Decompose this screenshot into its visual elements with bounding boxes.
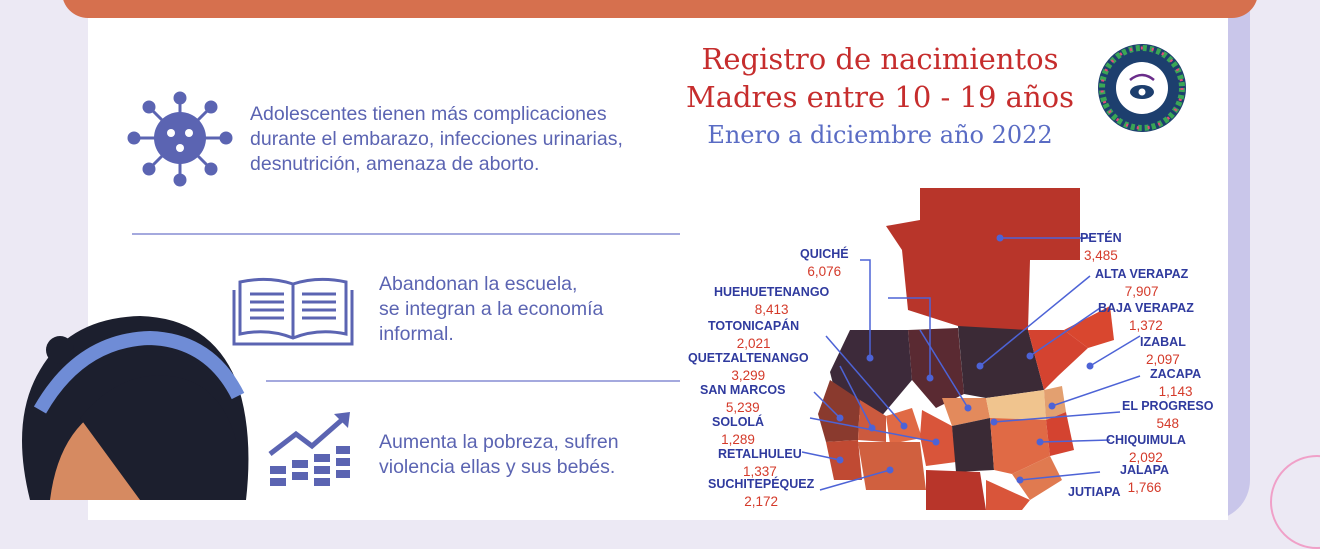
region-izabal-east: [1064, 306, 1114, 348]
region-alta-verapaz: [958, 326, 1044, 398]
dept-baja-verapaz: BAJA VERAPAZ 1,372: [1098, 301, 1194, 333]
dept-chiquimula: CHIQUIMULA 2,092: [1106, 433, 1186, 465]
region-baja-verapaz: [942, 398, 990, 426]
fact-1-text: Adolescentes tienen más complicaciones d…: [250, 103, 623, 175]
dept-san-marcos: SAN MARCOS 5,239: [700, 383, 786, 415]
region-escuintla: [926, 470, 986, 510]
dept-quiche: QUICHÉ 6,076: [800, 247, 849, 279]
dept-el-progreso: EL PROGRESO 548: [1122, 399, 1214, 431]
fact-3-text: Aumenta la pobreza, sufren violencia ell…: [379, 431, 619, 478]
virus-icon: [127, 91, 233, 187]
title-line-2: Madres entre 10 - 19 años: [686, 80, 1074, 114]
dept-zacapa: ZACAPA 1,143: [1150, 367, 1202, 399]
region-solola: [920, 410, 956, 466]
region-guatemala: [990, 418, 1050, 474]
growth-chart-icon: [268, 412, 350, 486]
fact-2-text: Abandonan la escuela, se integran a la e…: [379, 273, 604, 345]
title-line-1: Registro de nacimientos: [701, 42, 1059, 76]
top-banner: [62, 0, 1258, 18]
title-block: Registro de nacimientos Madres entre 10 …: [680, 40, 1080, 152]
dept-jalapa: JALAPA 1,766: [1120, 463, 1170, 495]
divider-2: [266, 380, 680, 382]
dept-jutiapa: JUTIAPA: [1068, 485, 1121, 499]
region-chiquimula: [1046, 412, 1074, 456]
guatemala-map: [801, 188, 1141, 510]
book-icon: [232, 277, 354, 346]
dept-solola: SOLOLÁ 1,289: [712, 415, 765, 447]
dept-suchitepequez: SUCHITEPÉQUEZ 2,172: [708, 477, 815, 509]
region-suchitepequez: [858, 442, 926, 490]
girl-illustration: [22, 316, 249, 500]
region-izabal: [1028, 330, 1088, 390]
dept-huehuetenango: HUEHUETENANGO 8,413: [714, 285, 830, 317]
region-chimaltenango: [952, 418, 994, 472]
region-zacapa: [1044, 386, 1066, 420]
region-peten: [886, 188, 1080, 338]
decorative-circle: [1270, 455, 1320, 549]
dept-retalhuleu: RETALHULEU 1,337: [718, 447, 802, 479]
title-line-3: Enero a diciembre año 2022: [707, 121, 1053, 149]
dept-totonicapan: TOTONICAPÁN 2,021: [708, 319, 800, 351]
observatorio-logo: [1098, 44, 1186, 132]
region-retalhuleu: [826, 440, 862, 480]
region-el-progreso: [986, 390, 1046, 426]
region-san-marcos: [818, 380, 860, 442]
region-quiche: [908, 328, 964, 408]
dept-quetzaltenango: QUETZALTENANGO 3,299: [688, 351, 809, 383]
divider-1: [132, 233, 680, 235]
dept-peten: PETÉN 3,485: [1080, 231, 1122, 263]
dept-izabal: IZABAL 2,097: [1140, 335, 1186, 367]
dept-alta-verapaz: ALTA VERAPAZ 7,907: [1095, 267, 1189, 299]
